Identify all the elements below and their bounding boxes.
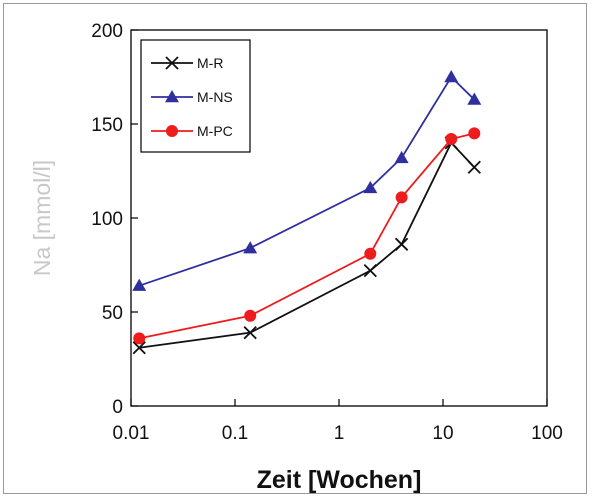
legend-marker [165,90,179,103]
legend-marker [166,125,178,137]
x-tick-label: 10 [432,423,453,444]
data-point [395,191,408,204]
legend-label: M-PC [197,123,233,139]
data-point [468,127,481,140]
y-tick-label: 0 [112,397,123,418]
series-m-ns [132,70,482,291]
data-point [363,180,378,194]
data-point [132,278,147,291]
data-point [244,309,257,322]
y-tick-label: 200 [91,21,123,42]
legend-marker [165,56,179,70]
data-point [467,92,482,105]
legend-box [140,39,251,153]
data-point [445,133,458,146]
data-point [394,150,409,164]
data-point [243,326,257,340]
y-tick-label: 50 [102,303,123,324]
y-tick-label: 100 [91,209,123,230]
data-point [363,264,377,278]
data-point [467,160,481,174]
data-point [444,70,459,83]
x-tick-label: 1 [334,423,345,444]
legend-label: M-R [197,55,223,71]
data-point [364,247,377,260]
series-m-pc [133,127,481,345]
data-point [243,241,258,254]
y-tick-label: 150 [91,115,123,136]
x-tick-label: 100 [531,423,563,444]
data-point [133,332,146,345]
y-axis-label: Na [mmol/l] [29,160,55,276]
x-tick-label: 0.01 [113,423,150,444]
data-point [132,341,146,355]
data-point [394,237,409,251]
legend: M-R M-NS M-PC [140,39,251,153]
series-m-r [132,136,481,355]
x-axis-label: Zeit [Wochen] [257,466,422,494]
x-tick-label: 0.1 [222,423,248,444]
legend-label: M-NS [197,89,233,105]
